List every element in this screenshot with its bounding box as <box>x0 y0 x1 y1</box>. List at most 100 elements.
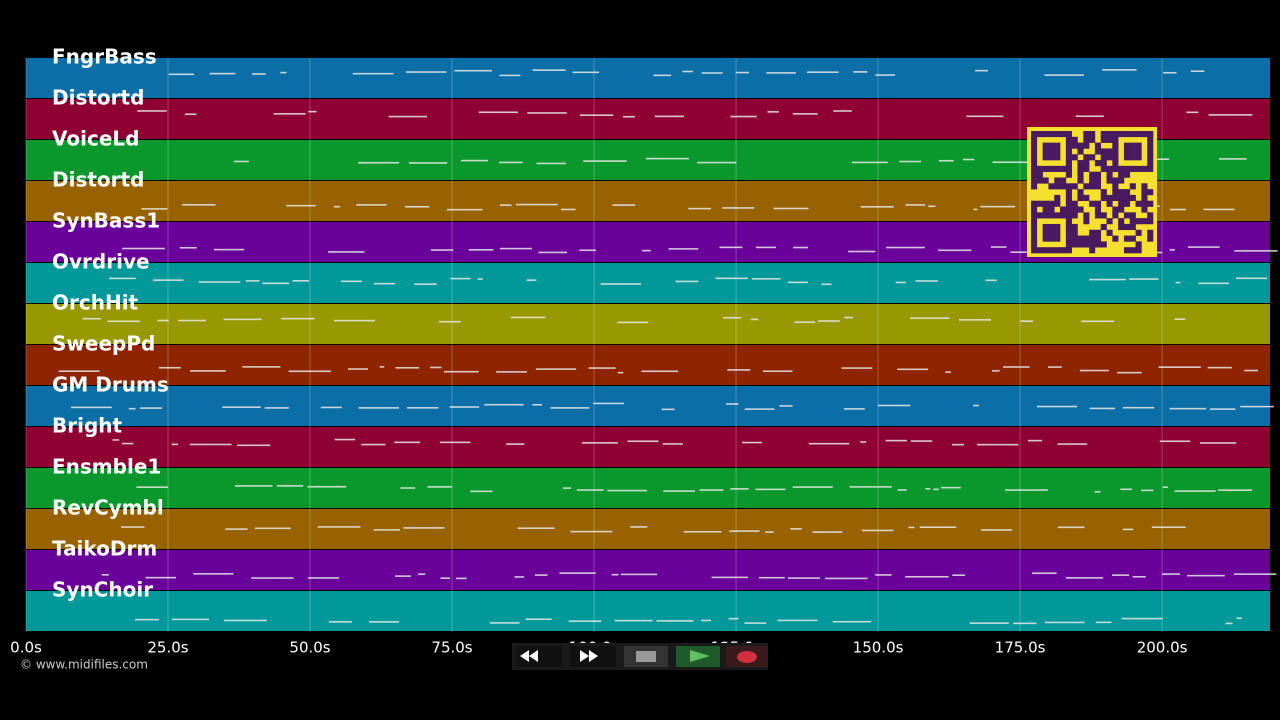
note <box>245 280 260 282</box>
qr-module <box>1071 142 1078 149</box>
note <box>728 617 739 620</box>
note <box>572 71 599 74</box>
qr-module <box>1065 165 1072 172</box>
qr-module <box>1094 212 1102 219</box>
qr-module <box>1048 142 1055 149</box>
track-labels: FngrBass Distortd VoiceLd Distortd SynBass1 O… <box>52 45 169 602</box>
note <box>408 162 448 164</box>
qr-module <box>1100 148 1107 155</box>
note <box>579 249 596 252</box>
qr-module <box>1048 235 1055 242</box>
note <box>532 69 566 71</box>
note <box>765 531 774 533</box>
note <box>535 368 577 370</box>
note <box>334 438 356 441</box>
qr-module <box>1042 142 1049 149</box>
qr-module <box>1123 165 1131 172</box>
qr-module <box>1083 194 1090 202</box>
note <box>588 367 616 369</box>
note <box>1129 278 1159 280</box>
qr-module <box>1077 148 1084 155</box>
qr-module <box>1100 241 1107 248</box>
qr-module <box>1118 165 1125 172</box>
note <box>1089 278 1126 281</box>
note <box>969 622 1009 624</box>
track-band <box>26 304 1270 344</box>
note <box>933 488 939 491</box>
note <box>735 71 749 74</box>
note <box>122 247 165 250</box>
qr-module <box>1077 177 1084 184</box>
qr-module <box>1089 171 1096 178</box>
stop-button[interactable] <box>624 646 668 667</box>
qr-module <box>1118 131 1125 138</box>
qr-module <box>1094 142 1102 149</box>
qr-module <box>1089 177 1096 184</box>
note <box>134 618 159 621</box>
qr-module <box>1048 148 1055 155</box>
qr-module <box>1071 223 1078 231</box>
note <box>627 440 659 443</box>
qr-module <box>1118 194 1125 202</box>
qr-module <box>1118 177 1125 184</box>
note <box>844 316 853 319</box>
note <box>280 71 287 74</box>
note <box>1151 526 1186 529</box>
qr-module <box>1071 241 1078 248</box>
note <box>1162 486 1168 489</box>
note <box>449 406 480 408</box>
qr-module <box>1054 183 1061 190</box>
qr-module <box>1048 223 1055 231</box>
qr-module <box>1060 165 1067 172</box>
qr-module <box>1112 148 1119 155</box>
qr-module <box>1048 229 1055 236</box>
note <box>1169 249 1175 251</box>
note <box>1236 277 1268 280</box>
qr-module <box>1083 218 1090 225</box>
qr-module <box>1100 160 1107 167</box>
qr-module <box>1054 223 1061 231</box>
play-button[interactable] <box>676 646 720 667</box>
qr-module <box>1094 200 1102 207</box>
note <box>443 370 479 373</box>
qr-module <box>1147 200 1154 207</box>
note <box>1141 489 1154 492</box>
qr-module <box>1089 200 1096 207</box>
forward-button[interactable] <box>570 646 616 667</box>
note <box>1117 371 1142 374</box>
qr-module <box>1042 229 1049 236</box>
note <box>875 74 895 76</box>
note <box>358 161 400 164</box>
qr-module <box>1065 189 1072 196</box>
qr-module <box>1065 183 1072 190</box>
qr-module <box>1042 235 1049 242</box>
qr-module <box>1147 218 1154 225</box>
track-band <box>26 263 1270 303</box>
qr-module <box>1077 171 1084 178</box>
note <box>499 204 512 206</box>
note <box>1057 526 1085 529</box>
note <box>622 115 635 118</box>
note <box>1057 443 1088 445</box>
track-name: Ensmble1 <box>52 455 161 479</box>
note <box>642 249 651 252</box>
track-band <box>26 468 1270 508</box>
qr-module <box>1123 200 1131 207</box>
note <box>750 318 759 321</box>
note <box>730 488 749 490</box>
note <box>779 405 793 407</box>
qr-module <box>1054 247 1061 254</box>
track-name: RevCymbl <box>52 496 164 520</box>
note <box>1122 406 1155 409</box>
qr-module <box>1060 206 1067 213</box>
qr-module <box>1147 235 1154 242</box>
note <box>1158 366 1201 368</box>
track-name: SweepPd <box>52 332 155 356</box>
qr-module <box>1083 160 1090 167</box>
qr-module <box>1094 206 1102 213</box>
track-name: OrchHit <box>52 291 139 315</box>
record-button[interactable] <box>726 646 768 667</box>
rewind-button[interactable] <box>516 646 562 667</box>
note <box>825 577 868 580</box>
